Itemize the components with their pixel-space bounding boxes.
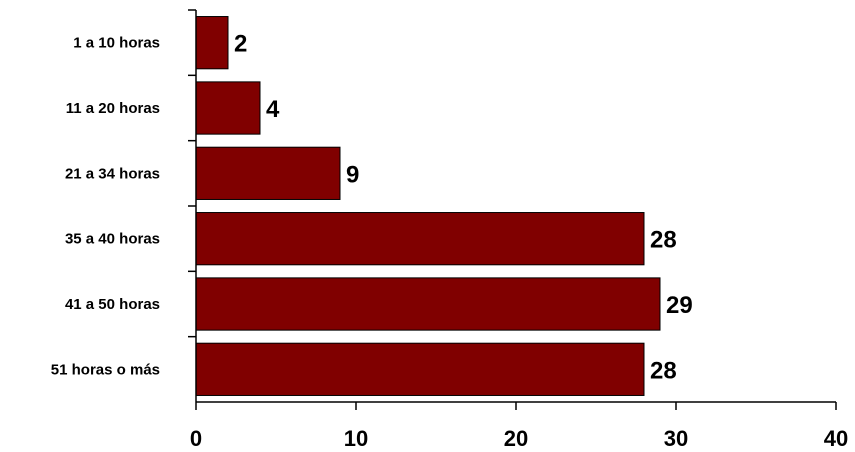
bar bbox=[195, 212, 645, 266]
x-ticks: 0 10 20 30 40 bbox=[190, 402, 848, 451]
data-label: 29 bbox=[666, 292, 693, 319]
category-label: 35 a 40 horas bbox=[65, 231, 160, 248]
data-label: 28 bbox=[650, 227, 677, 254]
x-tick-label: 40 bbox=[824, 426, 848, 451]
bar bbox=[195, 146, 341, 200]
data-label: 2 bbox=[234, 31, 247, 58]
category-label: 41 a 50 horas bbox=[65, 296, 160, 313]
bar bbox=[195, 342, 645, 396]
category-label: 1 a 10 horas bbox=[73, 35, 160, 52]
bar bbox=[195, 277, 661, 331]
data-label: 9 bbox=[346, 161, 359, 188]
bar bbox=[195, 16, 229, 70]
bars bbox=[195, 16, 661, 396]
x-tick-label: 30 bbox=[664, 426, 688, 451]
bar bbox=[195, 81, 261, 135]
category-labels: 1 a 10 horas 11 a 20 horas 21 a 34 horas 35… bbox=[51, 35, 160, 379]
x-tick-label: 0 bbox=[190, 426, 202, 451]
data-label: 4 bbox=[266, 96, 280, 123]
category-label: 11 a 20 horas bbox=[66, 100, 160, 117]
data-labels: 2 4 9 28 29 28 bbox=[234, 31, 693, 385]
x-tick-label: 20 bbox=[504, 426, 528, 451]
category-label: 51 horas o más bbox=[51, 361, 160, 378]
data-label: 28 bbox=[650, 357, 677, 384]
category-label: 21 a 34 horas bbox=[65, 165, 160, 182]
x-tick-label: 10 bbox=[344, 426, 368, 451]
